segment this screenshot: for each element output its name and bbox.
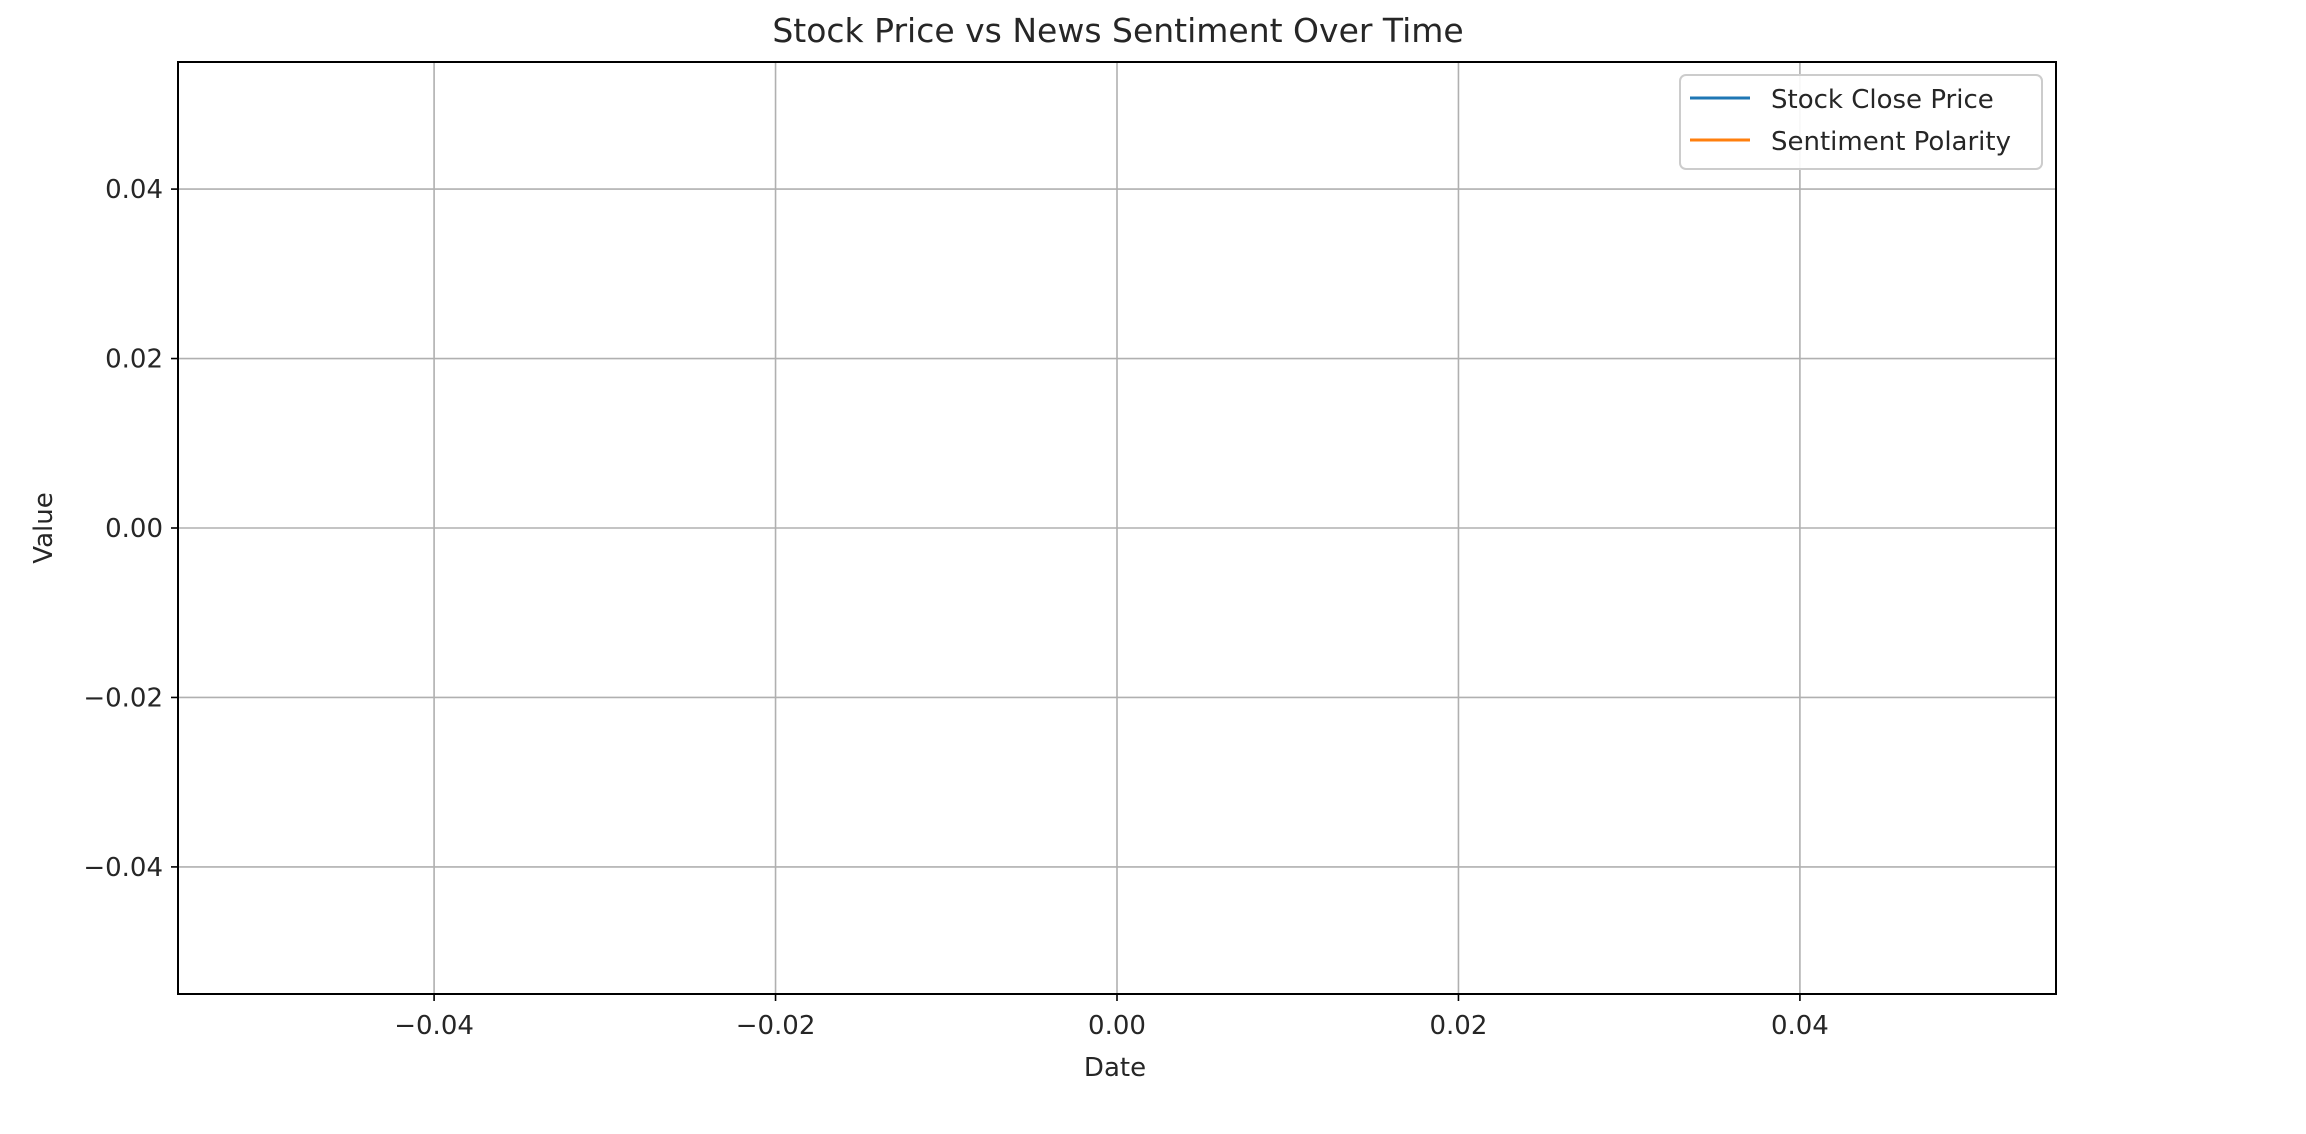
chart-title: Stock Price vs News Sentiment Over Time — [772, 11, 1463, 50]
x-axis-label: Date — [1084, 1053, 1146, 1083]
y-tick-label-0-04: 0.04 — [105, 175, 163, 205]
legend-label-stock-close-price: Stock Close Price — [1771, 85, 1994, 115]
y-tick-label-minus-0-02: −0.02 — [83, 683, 163, 713]
y-tick-label-minus-0-04: −0.04 — [83, 853, 163, 883]
legend-frame — [1679, 74, 2043, 170]
y-tick-label-0-02: 0.02 — [105, 345, 163, 375]
y-axis-ticks: −0.04 −0.02 0.00 0.02 0.04 — [83, 175, 178, 883]
x-tick-label-minus-0-04: −0.04 — [394, 1011, 474, 1041]
legend-label-sentiment-polarity: Sentiment Polarity — [1771, 127, 2011, 157]
x-axis-ticks: −0.04 −0.02 0.00 0.02 0.04 — [394, 994, 1829, 1041]
x-tick-label-0-04: 0.04 — [1771, 1011, 1829, 1041]
y-tick-label-0-00: 0.00 — [105, 514, 163, 544]
x-tick-label-minus-0-02: −0.02 — [736, 1011, 816, 1041]
legend: Stock Close Price Sentiment Polarity — [1679, 74, 2043, 170]
grid-layer — [178, 62, 2056, 994]
x-tick-label-0-02: 0.02 — [1430, 1011, 1488, 1041]
x-tick-label-0-00: 0.00 — [1088, 1011, 1146, 1041]
y-axis-label: Value — [29, 492, 59, 563]
